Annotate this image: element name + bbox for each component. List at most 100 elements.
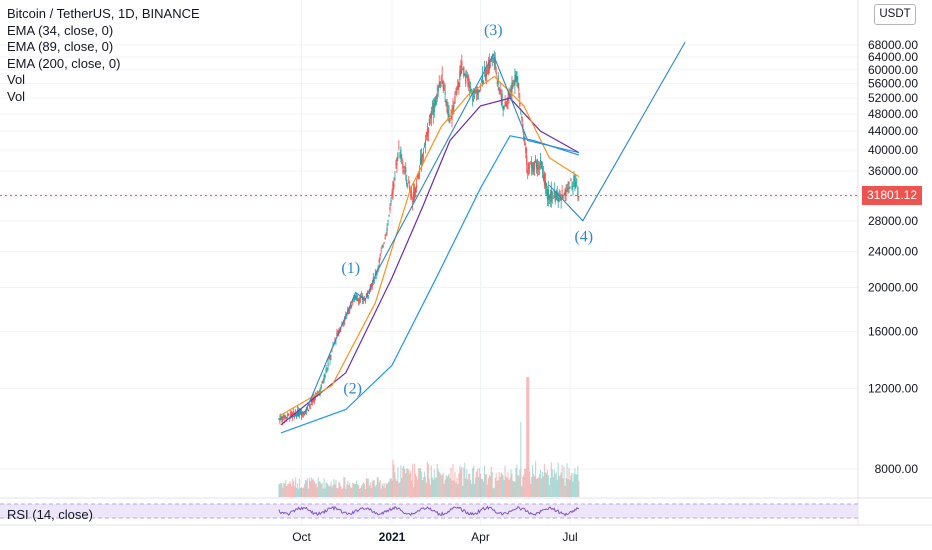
volume-bar	[408, 469, 410, 497]
volume-bar	[497, 480, 499, 497]
candle	[468, 74, 470, 92]
candle	[487, 56, 489, 76]
volume-bar	[283, 482, 285, 497]
volume-bar	[293, 481, 295, 497]
candle-body	[430, 110, 432, 119]
candle	[309, 403, 311, 410]
volume-bar	[513, 480, 515, 497]
volume-bar	[570, 475, 572, 497]
candle-body	[290, 411, 292, 417]
candle	[423, 142, 426, 148]
candle-body	[445, 100, 447, 106]
time-axis: Oct 2021 Apr Jul	[292, 530, 577, 544]
volume-bar	[561, 464, 563, 497]
candle-body	[538, 165, 541, 168]
candle-body	[322, 381, 324, 383]
candle	[384, 234, 386, 240]
candle	[383, 241, 385, 245]
volume-bar	[287, 484, 289, 497]
candle-body	[355, 296, 358, 300]
candle	[507, 89, 509, 110]
candle	[426, 122, 429, 142]
symbol-title[interactable]: Bitcoin / TetherUS, 1D, BINANCE	[7, 6, 200, 21]
candle-body	[382, 245, 384, 247]
candle-body	[556, 191, 558, 201]
volume-bar	[374, 486, 376, 497]
volume-bar	[341, 488, 343, 497]
volume-bar	[345, 488, 347, 497]
volume-bar	[437, 469, 439, 497]
candle-body	[325, 369, 327, 374]
volume-bar	[426, 461, 429, 497]
candle-body	[365, 294, 368, 297]
candle-body	[296, 414, 298, 418]
volume-bar	[342, 487, 344, 497]
candle-body	[505, 104, 507, 107]
candle	[461, 54, 463, 74]
candle-body	[565, 189, 567, 196]
volume-bar	[494, 477, 496, 497]
candle	[385, 231, 387, 237]
candle	[466, 69, 468, 78]
candle	[543, 171, 546, 189]
volume-bar	[320, 483, 322, 497]
candle	[467, 72, 469, 88]
volume-bar	[546, 469, 548, 497]
volume-bar	[524, 468, 526, 497]
candle-body	[515, 76, 517, 83]
candle-body	[306, 407, 309, 411]
volume-bar	[445, 474, 447, 497]
candle-body	[534, 159, 537, 163]
candle-body	[391, 192, 393, 196]
candle-body	[307, 410, 310, 411]
candle	[400, 146, 402, 163]
volume-bar	[390, 478, 392, 497]
candle-body	[350, 303, 352, 309]
candle-body	[431, 107, 433, 109]
candle-body	[492, 57, 494, 59]
volume-bar	[324, 488, 326, 497]
price-tick-label: 44000.00	[868, 124, 918, 138]
volume-bar	[353, 483, 355, 497]
volume-bar	[398, 483, 400, 497]
candle	[485, 60, 488, 85]
volume-bar	[410, 470, 412, 497]
time-tick-label: 2021	[379, 530, 406, 544]
volume-bar	[385, 482, 387, 497]
candle	[433, 97, 435, 118]
candle-body	[373, 280, 375, 282]
legend-vol-2[interactable]: Vol	[7, 88, 26, 104]
rsi-legend[interactable]: RSI (14, close)	[7, 507, 93, 522]
candle-body	[571, 186, 573, 189]
legend-ema-89[interactable]: EMA (89, close, 0)	[7, 39, 114, 54]
candle-body	[283, 414, 285, 418]
candle	[525, 143, 527, 159]
candle-body	[569, 187, 571, 189]
candle-body	[343, 322, 345, 324]
volume-bar	[317, 477, 319, 497]
volume-bar	[307, 488, 310, 497]
currency-unit-button[interactable]: USDT	[874, 4, 916, 25]
volume-bar	[439, 473, 441, 497]
volume-bar	[496, 480, 498, 497]
candle	[563, 192, 565, 196]
candle	[547, 180, 549, 207]
candle	[511, 75, 513, 101]
volume-bar	[577, 466, 579, 497]
volume-bar	[459, 465, 461, 497]
candle-body	[551, 191, 553, 196]
legend-ema-34[interactable]: EMA (34, close, 0)	[7, 22, 114, 38]
legend-ema-200[interactable]: EMA (200, close, 0)	[7, 55, 121, 71]
candle-body	[437, 87, 439, 92]
candle	[486, 66, 488, 75]
volume-bar	[435, 477, 437, 497]
candle-body	[488, 59, 490, 70]
candle	[397, 151, 399, 162]
candle-body	[416, 175, 419, 178]
candle-body	[413, 191, 415, 203]
candle	[503, 104, 505, 111]
candle	[498, 87, 500, 95]
volume-bar	[343, 477, 345, 497]
volume-bar	[567, 479, 569, 497]
legend-vol-1[interactable]: Vol	[7, 72, 26, 87]
